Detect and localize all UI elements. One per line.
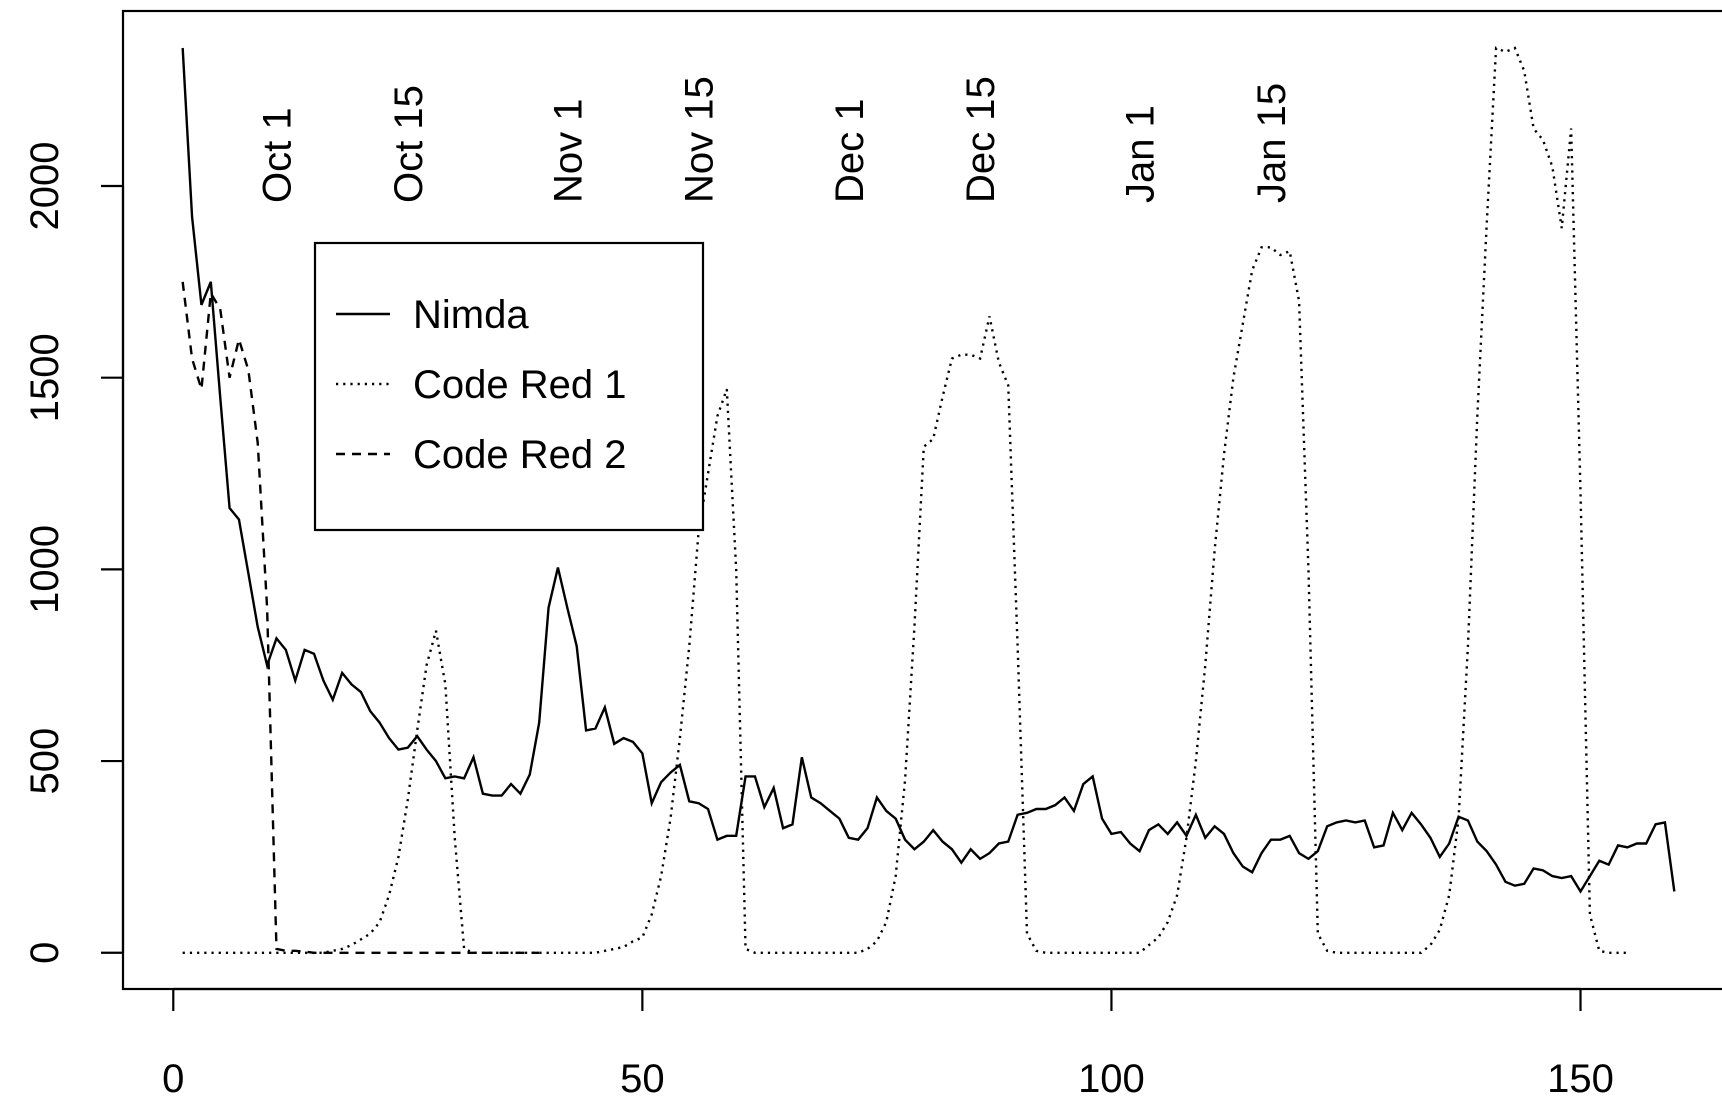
y-tick-label: 1500 (23, 333, 67, 422)
y-tick-label: 500 (23, 728, 67, 795)
legend-label: Nimda (413, 293, 529, 337)
y-tick-label: 1000 (23, 525, 67, 614)
series-line (181, 281, 540, 954)
date-annotation: Dec 1 (828, 99, 872, 204)
x-tick-label: 150 (1547, 1057, 1614, 1101)
series-line (181, 47, 1676, 894)
legend-label: Code Red 2 (413, 433, 626, 477)
date-annotation: Oct 15 (387, 85, 431, 203)
legend-label: Code Red 1 (413, 363, 626, 407)
date-annotation: Jan 15 (1250, 83, 1294, 203)
series-line (182, 46, 1628, 954)
date-annotation: Nov 15 (678, 76, 722, 203)
date-annotation: Oct 1 (255, 107, 299, 203)
y-tick-label: 2000 (23, 142, 67, 231)
x-tick-label: 50 (620, 1057, 665, 1101)
date-annotation: Nov 1 (546, 99, 590, 204)
x-tick-label: 100 (1078, 1057, 1145, 1101)
y-tick-label: 0 (23, 942, 67, 964)
date-annotation: Jan 1 (1119, 105, 1163, 203)
date-annotation: Dec 15 (959, 76, 1003, 203)
x-tick-label: 0 (162, 1057, 184, 1101)
legend-box (313, 241, 705, 532)
